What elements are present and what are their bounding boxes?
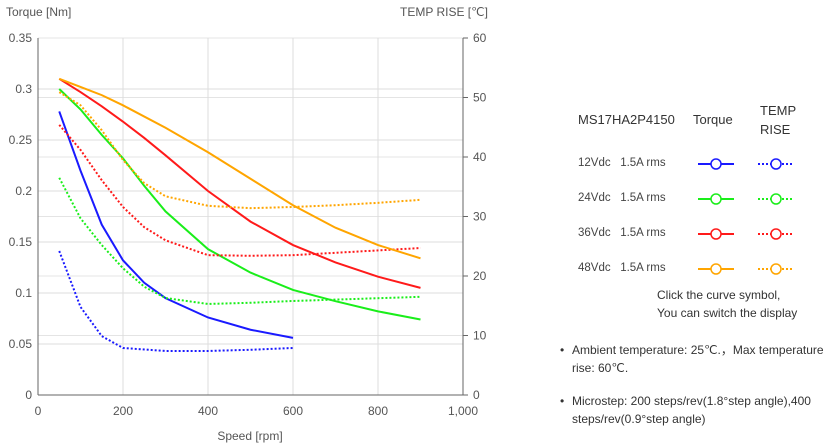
y2-tick-label: 40 [473,150,487,164]
y2-tick-label: 50 [473,91,487,105]
x-tick-label: 1,000 [448,404,478,418]
legend-model: MS17HA2P4150 [578,112,675,127]
legend-row-label: 36Vdc 1.5A rms [578,227,666,239]
series-line-7 [58,91,421,210]
series-line-4 [58,77,421,289]
torque-curve-toggle[interactable] [698,262,734,276]
x-axis-title: Speed [rpm] [217,429,282,443]
series-line-5 [58,124,421,257]
torque-curve-toggle[interactable] [698,192,734,206]
temp-curve-toggle[interactable] [758,227,794,241]
legend-temp-header-2: RISE [760,122,791,137]
legend-torque-header: Torque [693,112,733,127]
x-tick-label: 0 [35,404,42,418]
y-tick-label: 0.35 [9,31,33,45]
y-tick-label: 0.2 [15,184,32,198]
hint-line-1: Click the curve symbol, [657,288,781,302]
y-tick-label: 0 [25,388,32,402]
y-tick-label: 0.1 [15,286,32,300]
temp-curve-toggle[interactable] [758,192,794,206]
legend-row-label: 24Vdc 1.5A rms [578,192,666,204]
x-tick-label: 600 [283,404,303,418]
torque-curve-toggle[interactable] [698,157,734,171]
y-tick-label: 0.05 [9,337,33,351]
temp-curve-toggle[interactable] [758,157,794,171]
y2-axis-title: TEMP RISE [℃] [400,5,488,19]
legend-row-label: 48Vdc 1.5A rms [578,262,666,274]
y2-tick-label: 0 [473,388,480,402]
series-line-1 [58,250,294,352]
series-line-6 [58,77,421,260]
series-line-0 [58,111,294,339]
temp-curve-toggle[interactable] [758,262,794,276]
y2-tick-label: 20 [473,269,487,283]
note-ambient: Ambient temperature: 25℃.，Max temperatur… [560,341,826,377]
torque-curve-toggle[interactable] [698,227,734,241]
series-line-2 [58,88,421,321]
y-tick-label: 0.3 [15,82,32,96]
x-tick-label: 200 [113,404,133,418]
y2-tick-label: 60 [473,31,487,45]
y-tick-label: 0.15 [9,235,33,249]
y2-tick-label: 10 [473,329,487,343]
y-tick-label: 0.25 [9,133,33,147]
y2-tick-label: 30 [473,210,487,224]
legend-row-label: 12Vdc 1.5A rms [578,157,666,169]
y-axis-title: Torque [Nm] [6,5,71,19]
x-tick-label: 800 [368,404,388,418]
hint-line-2: You can switch the display [657,306,798,320]
legend-temp-header-1: TEMP [760,103,797,118]
x-tick-label: 400 [198,404,218,418]
note-microstep: Microstep: 200 steps/rev(1.8°step angle)… [560,392,826,428]
